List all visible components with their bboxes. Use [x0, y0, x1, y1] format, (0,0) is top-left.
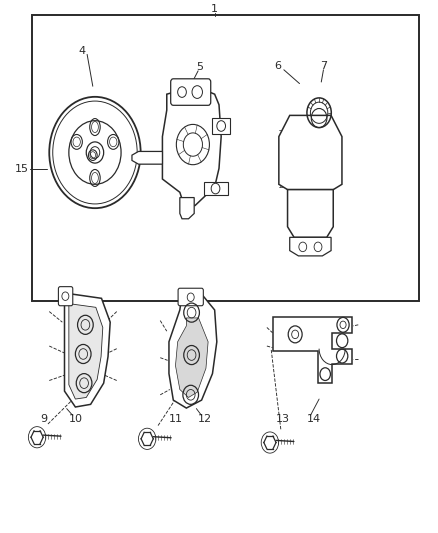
Polygon shape: [69, 304, 103, 399]
Polygon shape: [288, 190, 333, 237]
FancyBboxPatch shape: [171, 79, 211, 106]
Polygon shape: [64, 293, 110, 407]
Text: 9: 9: [40, 414, 48, 424]
Polygon shape: [180, 198, 194, 219]
Polygon shape: [132, 151, 162, 164]
Polygon shape: [176, 318, 208, 398]
FancyBboxPatch shape: [58, 287, 73, 306]
Polygon shape: [273, 317, 352, 383]
Text: 10: 10: [69, 414, 83, 424]
Text: 13: 13: [276, 414, 290, 424]
Text: 11: 11: [169, 414, 183, 424]
Polygon shape: [204, 182, 228, 195]
Text: 5: 5: [196, 62, 203, 71]
FancyBboxPatch shape: [178, 288, 203, 306]
Polygon shape: [169, 294, 217, 408]
Text: 4: 4: [78, 46, 85, 56]
Polygon shape: [212, 118, 230, 134]
Polygon shape: [290, 237, 331, 256]
Polygon shape: [279, 115, 342, 190]
Text: 12: 12: [198, 414, 212, 424]
Polygon shape: [162, 86, 221, 206]
Text: 15: 15: [14, 165, 28, 174]
Text: 6: 6: [274, 61, 281, 71]
Bar: [32, 14, 419, 301]
Text: 7: 7: [320, 61, 327, 71]
Text: 1: 1: [211, 4, 218, 14]
Text: 14: 14: [307, 414, 321, 424]
